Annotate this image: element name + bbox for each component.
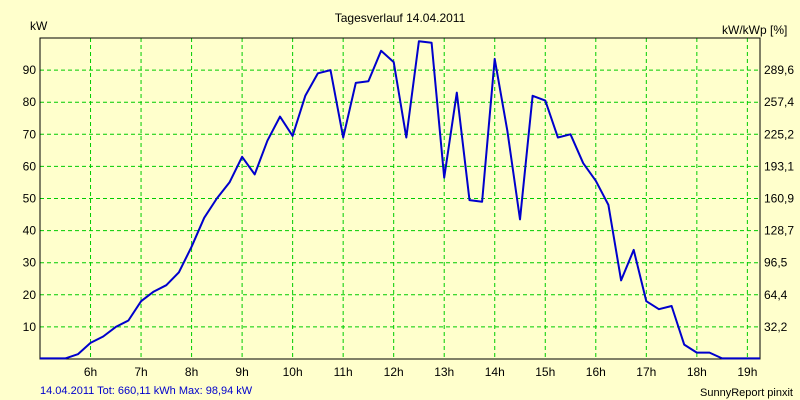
y-tick-label-right: 289,6 [764, 63, 794, 77]
y-tick-label-right: 96,5 [764, 256, 788, 270]
y-tick-label-left: 20 [23, 288, 37, 302]
x-tick-label: 12h [384, 365, 404, 379]
y-tick-label-right: 64,4 [764, 288, 788, 302]
y-tick-label-left: 10 [23, 320, 37, 334]
y-tick-label-left: 30 [23, 256, 37, 270]
y-axis-label-left: kW [30, 19, 48, 33]
y-tick-label-left: 70 [23, 127, 37, 141]
series-line-kw [40, 40, 760, 360]
series-layer [40, 40, 760, 360]
y-tick-label-left: 90 [23, 63, 37, 77]
y-tick-label-right: 128,7 [764, 224, 794, 238]
footer-summary: 14.04.2011 Tot: 660,11 kWh Max: 98,94 kW [40, 385, 253, 397]
x-tick-label: 18h [687, 365, 707, 379]
x-tick-label: 15h [535, 365, 555, 379]
x-tick-label: 6h [84, 365, 97, 379]
y-tick-label-right: 32,2 [764, 320, 788, 334]
y-tick-label-left: 60 [23, 159, 37, 173]
plot-frame [39, 37, 761, 360]
y-axis-label-right: kW/kWp [%] [722, 23, 787, 37]
x-tick-label: 11h [334, 365, 353, 379]
x-tick-label: 9h [235, 365, 248, 379]
grid [40, 38, 760, 359]
x-tick-label: 7h [134, 365, 147, 379]
tick-labels: 6h 7h 8h 9h 10h 11h 12h 13h 14h 15h 16h 17h 18h 19h 10… [23, 63, 795, 379]
x-tick-label: 13h [434, 365, 454, 379]
x-tick-label: 17h [636, 365, 656, 379]
footer-credit: SunnyReport pinxit [700, 387, 793, 399]
x-tick-label: 16h [586, 365, 606, 379]
y-tick-label-right: 193,1 [764, 159, 794, 173]
y-tick-label-right: 160,9 [764, 192, 794, 206]
chart-title: Tagesverlauf 14.04.2011 [335, 11, 466, 25]
y-tick-label-left: 40 [23, 224, 37, 238]
x-tick-label: 8h [185, 365, 198, 379]
x-tick-label: 14h [485, 365, 505, 379]
y-tick-label-right: 257,4 [764, 95, 794, 109]
x-tick-label: 10h [283, 365, 303, 379]
x-tick-label: 19h [737, 365, 757, 379]
y-tick-label-left: 80 [23, 95, 37, 109]
y-tick-label-left: 50 [23, 192, 37, 206]
y-tick-label-right: 225,2 [764, 127, 794, 141]
